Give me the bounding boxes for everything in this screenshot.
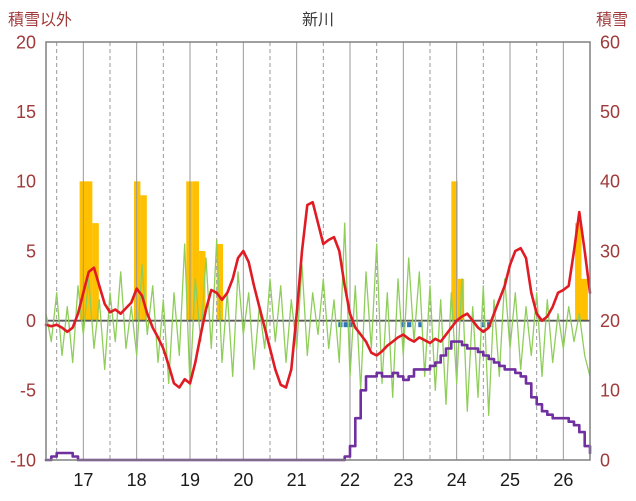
orange-bar <box>86 181 93 321</box>
purple-line <box>44 340 592 462</box>
x-tick-label: 25 <box>500 470 520 490</box>
blue-bar <box>407 322 412 328</box>
y-right-tick-label: 50 <box>600 102 620 122</box>
y-right-tick-label: 40 <box>600 172 620 192</box>
y-left-tick-label: 0 <box>26 311 36 331</box>
x-tick-label: 21 <box>287 470 307 490</box>
orange-bar <box>581 278 588 321</box>
y-right-tick-label: 10 <box>600 381 620 401</box>
y-left-tick-label: 15 <box>16 102 36 122</box>
red-line <box>44 200 592 389</box>
x-tick-label: 17 <box>73 470 93 490</box>
y-right-tick-label: 30 <box>600 241 620 261</box>
green-line <box>45 222 591 417</box>
orange-bar <box>140 195 147 321</box>
blue-bar <box>348 322 354 328</box>
y-right-tick-label: 20 <box>600 311 620 331</box>
x-tick-label: 26 <box>553 470 573 490</box>
x-tick-label: 22 <box>340 470 360 490</box>
orange-bar <box>134 181 141 321</box>
x-tick-label: 20 <box>233 470 253 490</box>
y-right-tick-label: 0 <box>600 450 610 470</box>
orange-bar <box>199 251 206 321</box>
x-tick-label: 23 <box>393 470 413 490</box>
orange-bar <box>192 181 200 321</box>
orange-bar <box>186 181 193 321</box>
blue-bar <box>418 322 423 328</box>
orange-bar <box>575 223 582 321</box>
orange-bar <box>216 244 224 321</box>
chart-title: 新川 <box>301 12 335 29</box>
y-right-tick-label: 60 <box>600 32 620 52</box>
y-left-tick-label: 20 <box>16 32 36 52</box>
x-tick-label: 18 <box>127 470 147 490</box>
x-tick-label: 24 <box>447 470 467 490</box>
orange-bar <box>79 181 86 321</box>
left-axis-title: 積雪以外 <box>8 12 73 29</box>
y-left-tick-label: -5 <box>20 381 36 401</box>
plot-border <box>45 41 591 461</box>
y-left-tick-label: 10 <box>16 172 36 192</box>
right-axis-title: 積雪 <box>595 12 628 29</box>
y-left-tick-label: 5 <box>26 241 36 261</box>
x-tick-label: 19 <box>180 470 200 490</box>
blue-bar <box>400 322 405 328</box>
orange-bar <box>451 181 458 321</box>
y-left-tick-label: -10 <box>10 450 36 470</box>
blue-bar <box>343 322 348 328</box>
blue-bar <box>480 322 485 328</box>
